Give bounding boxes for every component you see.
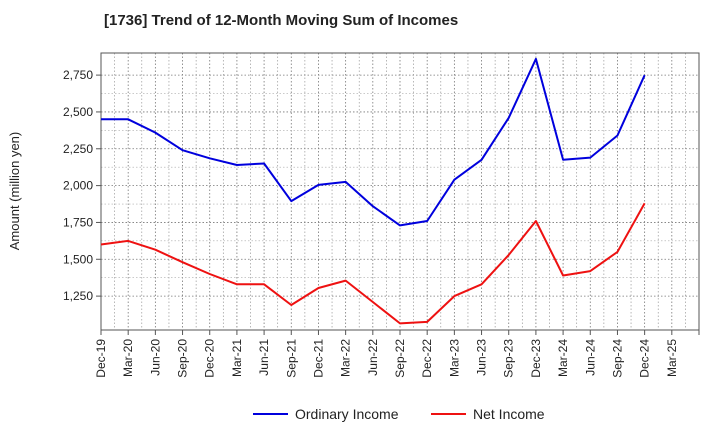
x-tick-label: Sep-21 <box>284 339 298 378</box>
x-tick-label: Jun-20 <box>148 339 162 376</box>
y-tick-label: 2,000 <box>63 179 93 193</box>
x-tick-label: Dec-19 <box>94 339 108 378</box>
x-tick-label: Dec-23 <box>529 339 543 378</box>
y-axis-title: Amount (million yen) <box>7 132 22 251</box>
series-group <box>100 57 646 325</box>
legend-label: Ordinary Income <box>295 406 399 422</box>
x-tick-label: Sep-20 <box>176 339 190 378</box>
legend-label: Net Income <box>473 406 545 422</box>
x-tick-label: Mar-24 <box>556 339 570 377</box>
y-tick-label: 2,750 <box>63 68 93 82</box>
y-tick-label: 2,500 <box>63 105 93 119</box>
x-tick-label: Jun-21 <box>257 339 271 376</box>
y-tick-label: 1,250 <box>63 289 93 303</box>
x-tick-label: Dec-21 <box>311 339 325 378</box>
x-tick-label: Dec-24 <box>638 339 652 378</box>
x-tick-label: Mar-21 <box>230 339 244 377</box>
x-tick-label: Sep-22 <box>393 339 407 378</box>
y-tick-label: 2,250 <box>63 142 93 156</box>
x-tick-label: Sep-23 <box>502 339 516 378</box>
legend: Ordinary Income Net Income <box>253 406 545 422</box>
x-tick-label: Jun-24 <box>583 339 597 376</box>
y-tick-label: 1,750 <box>63 215 93 229</box>
x-tick-label: Dec-20 <box>203 339 217 378</box>
chart-title: [1736] Trend of 12-Month Moving Sum of I… <box>104 12 459 29</box>
x-tick-label: Mar-23 <box>447 339 461 377</box>
x-tick-label: Jun-23 <box>475 339 489 376</box>
x-tick-label: Mar-25 <box>665 339 679 377</box>
x-tick-label: Mar-22 <box>339 339 353 377</box>
x-axis-ticks: Dec-19 Mar-20 Jun-20 Sep-20 Dec-20 Mar-21 Jun-… <box>94 330 700 378</box>
y-axis-ticks: 1,250 1,500 1,750 2,000 2,250 2,500 2,750 <box>63 68 101 303</box>
x-tick-label: Mar-20 <box>121 339 135 377</box>
x-tick-label: Jun-22 <box>366 339 380 376</box>
y-tick-label: 1,500 <box>63 252 93 266</box>
grid-lines <box>101 53 699 330</box>
x-tick-label: Dec-22 <box>420 339 434 378</box>
x-tick-label: Sep-24 <box>610 339 624 378</box>
